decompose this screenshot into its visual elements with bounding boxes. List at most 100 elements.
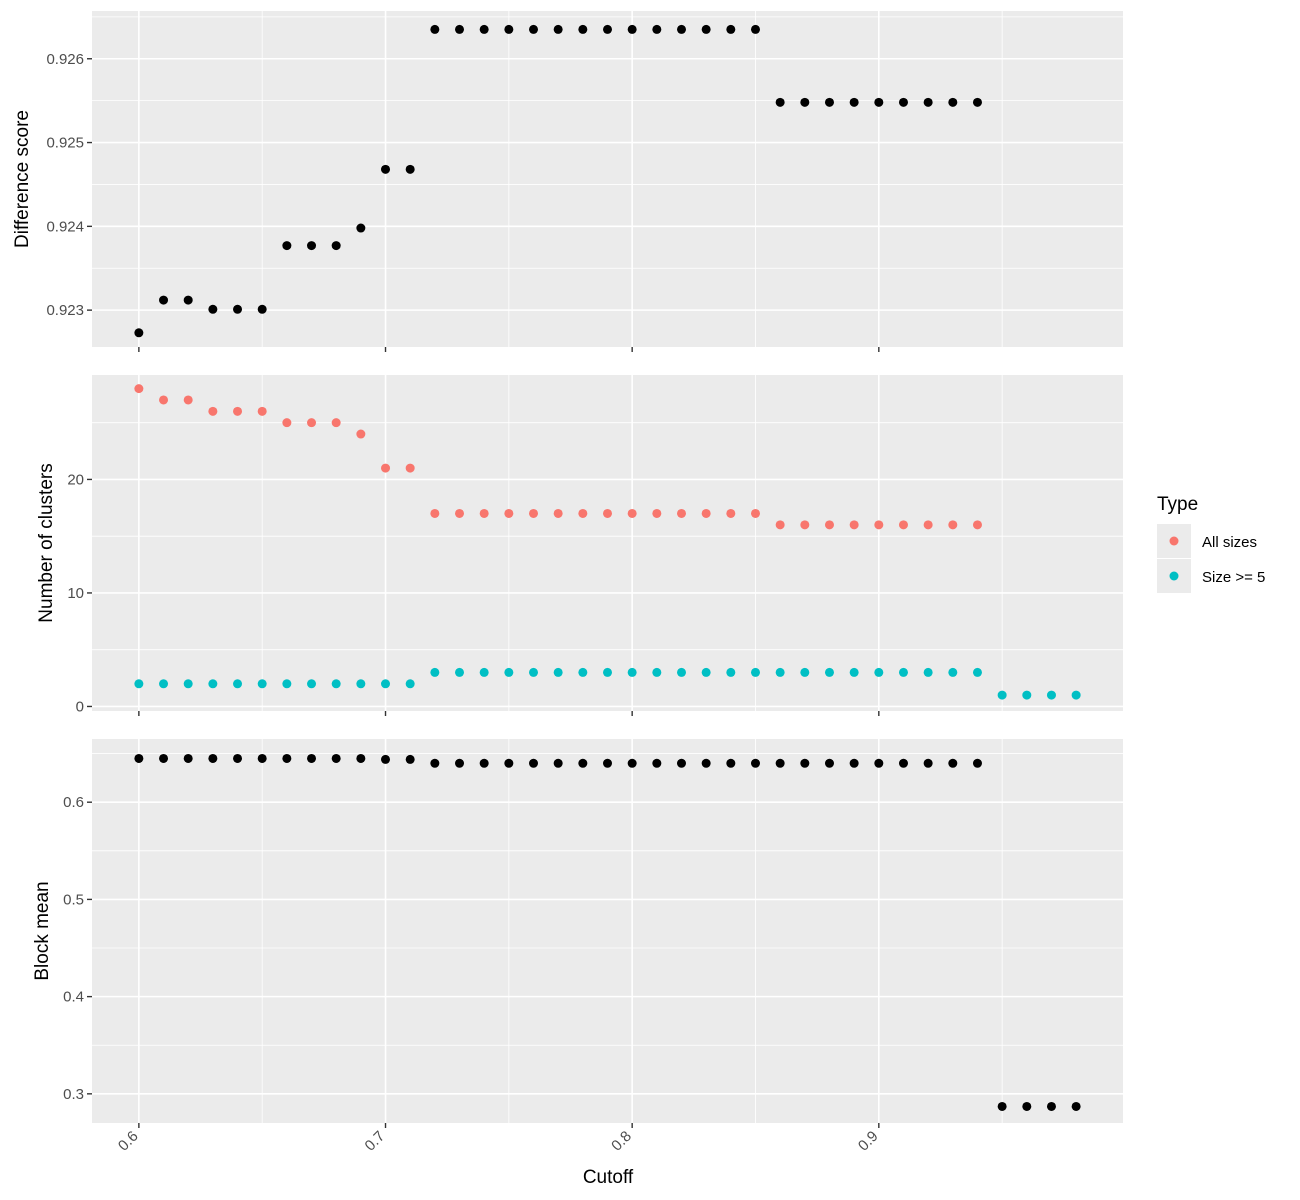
data-point — [923, 667, 933, 677]
data-point — [356, 679, 366, 689]
data-point — [997, 690, 1007, 700]
data-point — [553, 758, 563, 768]
data-point — [948, 97, 958, 107]
data-point — [775, 520, 785, 530]
data-point — [307, 753, 317, 763]
data-point — [159, 395, 169, 405]
data-point — [849, 520, 859, 530]
data-point — [676, 24, 686, 34]
data-point — [356, 429, 366, 439]
data-point — [603, 758, 612, 768]
data-point — [134, 384, 144, 394]
panel-2: 0 10 20 Number of clusters — [36, 375, 1123, 716]
legend-marker-all-sizes — [1169, 536, 1179, 546]
y-tick-label: 0.3 — [63, 1086, 84, 1103]
y-tick-label: 0.923 — [46, 302, 84, 319]
data-point — [898, 97, 908, 107]
data-point — [405, 679, 415, 689]
data-point — [405, 754, 415, 764]
data-point — [331, 753, 341, 763]
data-point — [997, 1101, 1007, 1111]
data-point — [257, 753, 267, 763]
legend-marker-size-ge-5 — [1169, 571, 1179, 581]
y-tick-label: 0.5 — [63, 891, 84, 908]
data-point — [578, 508, 588, 518]
legend-label-all-sizes: All sizes — [1202, 534, 1257, 551]
data-point — [381, 164, 391, 174]
data-point — [874, 667, 884, 677]
y-tick-label: 0.926 — [46, 51, 84, 68]
data-point — [1046, 1101, 1056, 1111]
data-point — [652, 667, 662, 677]
x-tick-label: 0.7 — [362, 1128, 389, 1155]
data-point — [381, 679, 391, 689]
data-point — [1046, 690, 1056, 700]
data-point — [504, 24, 514, 34]
data-point — [282, 418, 292, 428]
data-point — [183, 753, 193, 763]
data-point — [504, 667, 514, 677]
data-point — [775, 667, 785, 677]
data-point — [972, 758, 982, 768]
data-point — [898, 667, 908, 677]
data-point — [627, 24, 637, 34]
data-point — [381, 463, 391, 473]
data-point — [331, 418, 341, 428]
data-point — [726, 667, 736, 677]
data-point — [307, 241, 317, 251]
data-point — [282, 241, 292, 251]
data-point — [381, 754, 391, 764]
data-point — [676, 758, 686, 768]
data-point — [307, 679, 317, 689]
data-point — [874, 520, 884, 530]
data-point — [307, 418, 317, 428]
data-point — [578, 667, 588, 677]
data-point — [430, 24, 440, 34]
data-point — [233, 304, 243, 314]
data-point — [430, 508, 440, 518]
data-point — [134, 753, 144, 763]
x-axis-title: Cutoff — [583, 1167, 634, 1188]
data-point — [159, 295, 169, 305]
data-point — [430, 758, 440, 768]
data-point — [948, 520, 958, 530]
data-point — [849, 758, 859, 768]
data-point — [455, 758, 465, 768]
data-point — [824, 758, 834, 768]
data-point — [282, 679, 292, 689]
y-tick-label: 10 — [67, 585, 84, 602]
series-1 — [134, 753, 1081, 1111]
data-point — [529, 24, 539, 34]
data-point — [1071, 690, 1081, 700]
data-point — [874, 97, 884, 107]
data-point — [208, 679, 218, 689]
data-point — [701, 508, 711, 518]
y-tick-label: 0.924 — [46, 218, 84, 235]
data-point — [726, 758, 736, 768]
data-point — [529, 667, 539, 677]
data-point — [553, 508, 563, 518]
panel-background — [92, 375, 1123, 711]
data-point — [972, 97, 982, 107]
data-point — [603, 667, 612, 677]
data-point — [208, 753, 218, 763]
data-point — [800, 520, 810, 530]
data-point — [282, 753, 292, 763]
data-point — [849, 97, 859, 107]
data-point — [775, 97, 785, 107]
data-point — [701, 758, 711, 768]
data-point — [948, 758, 958, 768]
panel-background — [92, 739, 1123, 1123]
data-point — [750, 24, 760, 34]
data-point — [331, 679, 341, 689]
data-point — [405, 164, 415, 174]
data-point — [874, 758, 884, 768]
data-point — [824, 97, 834, 107]
data-point — [257, 304, 267, 314]
data-point — [701, 24, 711, 34]
data-point — [726, 508, 736, 518]
data-point — [652, 758, 662, 768]
data-point — [948, 667, 958, 677]
data-point — [529, 508, 539, 518]
data-point — [233, 753, 243, 763]
